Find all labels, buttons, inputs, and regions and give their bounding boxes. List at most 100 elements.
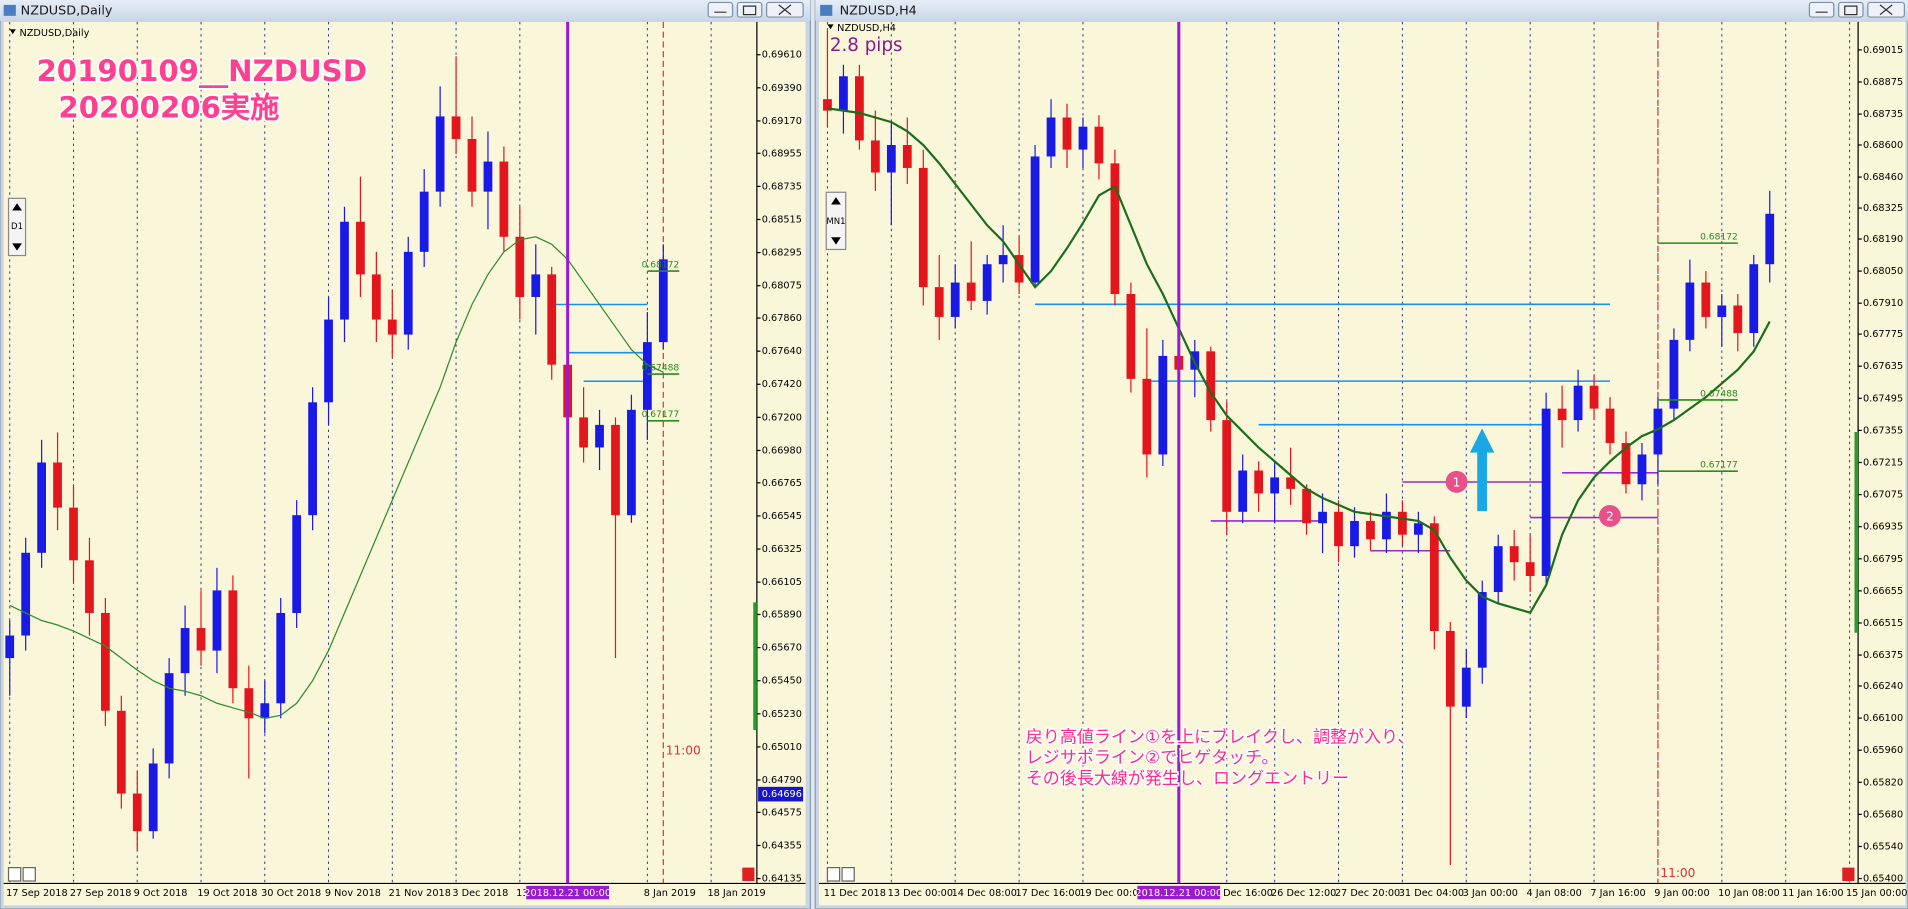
y-tick-label: 0.68735 [762, 181, 802, 192]
red-flag [742, 867, 755, 882]
window-icon [820, 4, 833, 16]
x-tick-label: 9 Nov 2018 [325, 888, 381, 899]
level-label: 0.67177 [1700, 461, 1738, 471]
marker-box [526, 885, 610, 900]
candle-body [1429, 523, 1439, 631]
candle-body [902, 145, 912, 168]
chart-background [818, 21, 1906, 906]
note-line: その後長大線が発生し、ロングエントリー [1026, 769, 1349, 789]
level-label: 0.68172 [1700, 233, 1738, 243]
candle-body [1637, 454, 1647, 485]
period-button[interactable]: D1 [11, 222, 23, 232]
candle-body [1286, 477, 1295, 489]
candle-body [180, 628, 190, 674]
y-tick-label: 0.66515 [1863, 618, 1903, 629]
y-tick-label: 0.66240 [1863, 681, 1903, 692]
candle-body [1158, 355, 1168, 455]
candle-body [371, 274, 381, 320]
toolbar-icon[interactable] [841, 867, 855, 882]
y-tick-label: 0.66325 [762, 544, 802, 555]
moving-average [827, 107, 1771, 614]
y-tick-label: 0.66765 [762, 478, 802, 489]
candle-body [515, 236, 525, 297]
y-tick-label: 0.64355 [762, 840, 802, 851]
candle-body [1653, 408, 1663, 455]
window-button-glyphs [714, 4, 792, 16]
period-switcher[interactable] [825, 191, 847, 251]
candle-body [1701, 282, 1711, 317]
candle-body [1669, 339, 1679, 409]
y-tick-label: 0.66100 [1863, 713, 1903, 724]
candle-body [419, 191, 429, 252]
y-tick-label: 0.69610 [762, 50, 802, 61]
current-price-label: 0.64696 [762, 789, 802, 800]
y-tick-label: 0.67910 [1863, 298, 1903, 309]
y-tick-label: 0.66375 [1863, 650, 1903, 661]
candle-body [53, 462, 62, 508]
y-tick-label: 0.68325 [1863, 203, 1903, 214]
candle-body [196, 628, 206, 651]
candle-body [1062, 117, 1072, 150]
candle-body [164, 673, 174, 764]
overlays: NZDUSD,Daily 20190109__NZDUSD 20200206実施… [7, 23, 1859, 882]
period-button[interactable]: MN1 [826, 217, 845, 227]
candle-body [870, 140, 880, 173]
candle-body [627, 409, 636, 516]
period-switcher[interactable] [7, 197, 27, 257]
up-arrow [1469, 428, 1495, 512]
volume-indicator [753, 602, 757, 731]
candle-body [854, 76, 864, 141]
session-label: 11:00 [666, 743, 701, 757]
candle-body [1605, 408, 1615, 444]
y-tick-label: 0.68735 [1863, 109, 1903, 120]
y-tick-label: 0.67640 [762, 346, 802, 357]
title-bar [815, 0, 1908, 21]
pips-label: 2.8 pips [830, 35, 903, 56]
x-tick-label: 9 Jan 00:00 [1654, 888, 1709, 899]
line-marker-2 [1598, 504, 1621, 527]
candle-body [1765, 213, 1775, 265]
toolbar-icon[interactable] [22, 867, 36, 882]
candle-body [260, 703, 270, 719]
minimize-button[interactable] [707, 1, 734, 18]
candle-body [387, 319, 397, 335]
y-tick-label: 0.64135 [762, 874, 802, 885]
y-tick-label: 0.68515 [762, 214, 802, 225]
window-icon [3, 4, 16, 16]
y-tick-label: 0.65450 [762, 676, 802, 687]
candle-body [403, 251, 413, 335]
x-tick-label: 15 Jan 00:00 [1846, 888, 1908, 899]
y-tick-label: 0.67635 [1863, 361, 1903, 372]
y-tick-label: 0.65010 [762, 742, 802, 753]
line-marker-1-glyph: 1 [1453, 476, 1461, 490]
candle-body [1573, 385, 1583, 421]
y-tick-label: 0.66105 [762, 577, 802, 588]
x-tick-label: 19 Oct 2018 [197, 888, 257, 899]
candle-body [611, 424, 620, 516]
candle-body [499, 161, 509, 237]
minimize-button[interactable] [1808, 1, 1835, 18]
candle-body [531, 274, 541, 297]
x-tick-label: 13 Dec 00:00 [888, 888, 953, 899]
candle-body [658, 259, 668, 343]
y-tick-label: 0.67075 [1863, 490, 1903, 501]
candle-body [1254, 470, 1264, 494]
candle-body [918, 167, 928, 288]
y-tick-label: 0.67860 [762, 313, 802, 324]
candle-body [1126, 294, 1136, 379]
moving-average [9, 236, 664, 719]
y-tick-label: 0.65960 [1863, 745, 1903, 756]
candle-body [1445, 630, 1455, 707]
y-tick-label: 0.69390 [762, 83, 802, 94]
candle-body [1685, 282, 1695, 340]
y-tick-label: 0.67355 [1863, 425, 1903, 436]
candle-body [823, 99, 832, 111]
level-label: 0.67177 [642, 410, 680, 420]
y-tick-label: 0.65820 [1863, 777, 1903, 788]
toolbar-icon[interactable] [7, 867, 22, 882]
y-tick-label: 0.69170 [762, 116, 802, 127]
toolbar-icon[interactable] [826, 867, 841, 882]
line-marker-1 [1445, 470, 1468, 493]
candle-body [1717, 305, 1727, 317]
candle-body [547, 274, 557, 365]
